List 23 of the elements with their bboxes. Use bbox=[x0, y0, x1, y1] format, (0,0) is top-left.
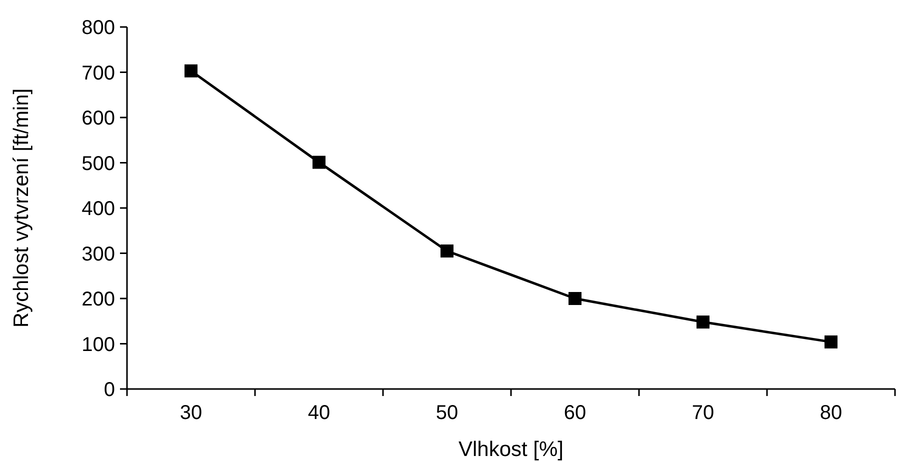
x-tick-label: 80 bbox=[820, 402, 842, 424]
x-tick-label: 30 bbox=[180, 402, 202, 424]
y-tick-label: 400 bbox=[82, 198, 115, 220]
point bbox=[696, 316, 710, 329]
point bbox=[184, 64, 198, 78]
x-axis-title: Vlhkost [%] bbox=[458, 438, 564, 461]
y-tick-label: 500 bbox=[82, 152, 115, 175]
y-tick-label: 700 bbox=[82, 62, 115, 84]
point bbox=[312, 156, 326, 169]
point bbox=[568, 292, 582, 305]
y-axis-title: Rychlost vytvrzení [ft/min] bbox=[10, 88, 33, 328]
x-tick-label: 60 bbox=[564, 402, 586, 424]
point bbox=[824, 335, 838, 348]
x-tick-label: 40 bbox=[308, 402, 330, 424]
y-tick-label: 100 bbox=[82, 334, 115, 356]
x-tick-label: 70 bbox=[692, 402, 714, 424]
y-tick-label: 800 bbox=[82, 17, 115, 39]
x-tick-label: 50 bbox=[436, 402, 458, 424]
y-tick-label: 300 bbox=[82, 243, 115, 266]
y-tick-label: 0 bbox=[104, 379, 115, 401]
y-tick-label: 600 bbox=[82, 108, 115, 130]
y-tick-label: 200 bbox=[82, 288, 115, 310]
point bbox=[440, 244, 454, 258]
